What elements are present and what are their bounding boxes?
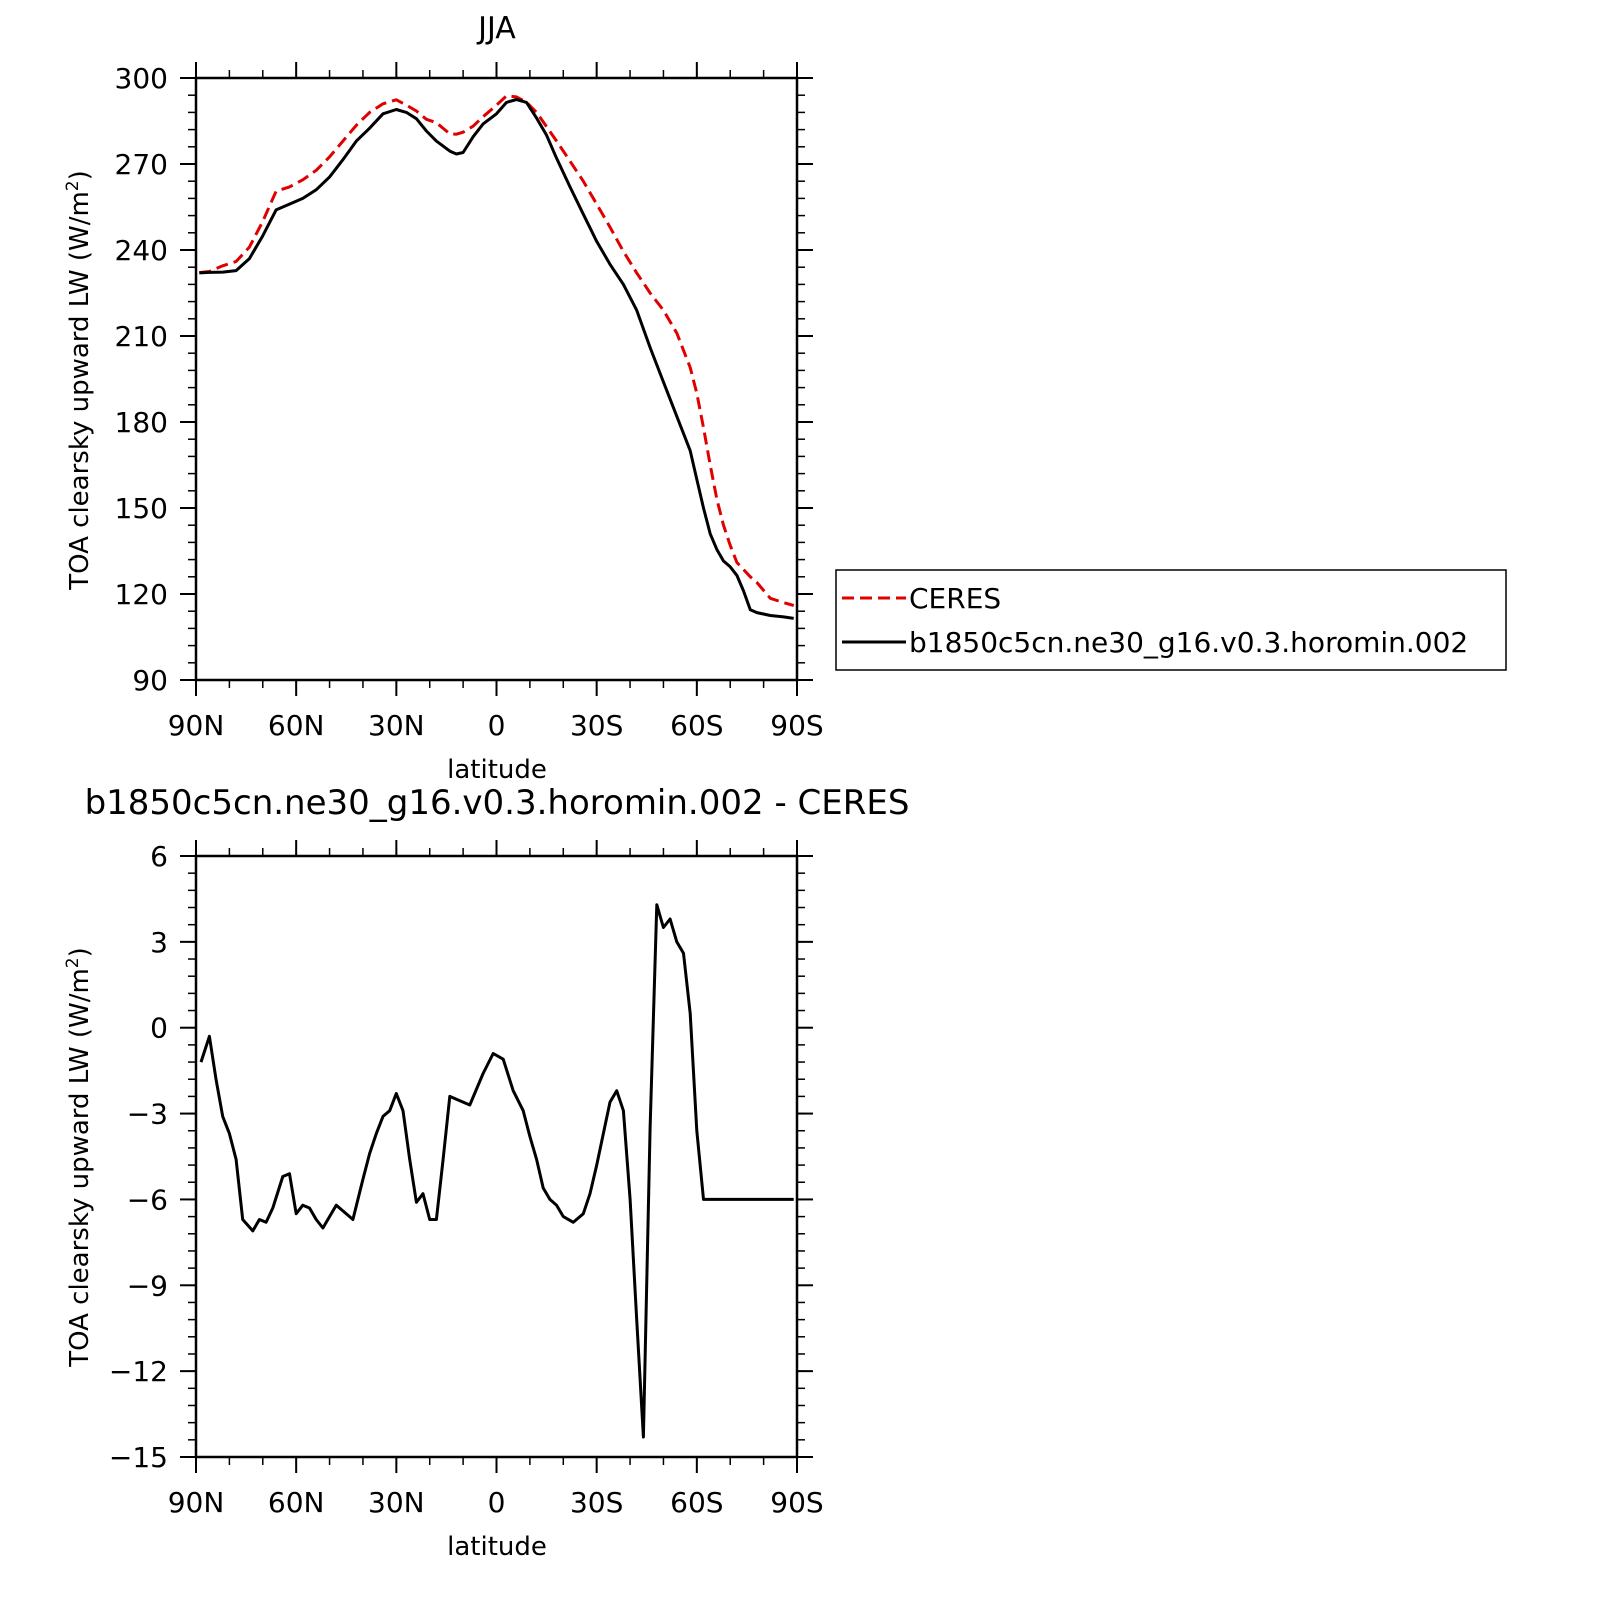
legend-entry-model: b1850c5cn.ne30_g16.v0.3.horomin.002 xyxy=(909,626,1468,659)
y-tick-label: −6 xyxy=(127,1183,168,1216)
x-tick-label: 30N xyxy=(368,709,425,742)
y-axis-label: TOA clearsky upward LW (W/m2) xyxy=(63,947,95,1368)
y-tick-label: −3 xyxy=(127,1098,168,1131)
x-tick-label: 60S xyxy=(670,709,723,742)
x-tick-label: 60N xyxy=(268,1486,325,1519)
y-axis-label-text: TOA clearsky upward LW (W/m xyxy=(65,191,95,591)
x-tick-label: 60S xyxy=(670,1486,723,1519)
chart-panel-bottom: b1850c5cn.ne30_g16.v0.3.horomin.002 - CE… xyxy=(63,783,909,1562)
y-axis-label-close: ) xyxy=(65,170,95,180)
chart-title: JJA xyxy=(476,11,516,46)
legend: CERES b1850c5cn.ne30_g16.v0.3.horomin.00… xyxy=(835,569,1507,671)
series-line-0 xyxy=(199,903,794,1439)
y-tick-label: 210 xyxy=(115,320,168,353)
x-tick-label: 0 xyxy=(488,1486,506,1519)
x-axis-label: latitude xyxy=(447,1532,547,1562)
y-axis-label-close: ) xyxy=(65,947,95,957)
y-tick-label: −12 xyxy=(109,1355,168,1388)
x-tick-label: 90S xyxy=(770,1486,823,1519)
x-tick-label: 90S xyxy=(770,709,823,742)
chart-panel-top: JJA 90N 60N 30N 0 30S 60S 90S 300 270 240 210 180 15… xyxy=(63,11,1507,785)
x-tick-label: 60N xyxy=(268,709,325,742)
x-tick-label: 30N xyxy=(368,1486,425,1519)
y-axis-label: TOA clearsky upward LW (W/m2) xyxy=(63,170,95,591)
y-axis-label-text: TOA clearsky upward LW (W/m xyxy=(65,968,95,1368)
y-tick-label: −9 xyxy=(127,1269,168,1302)
x-tick-label: 0 xyxy=(488,709,506,742)
y-axis-label-superscript: 2 xyxy=(63,180,83,191)
y-tick-label: 0 xyxy=(150,1012,168,1045)
chart-title: b1850c5cn.ne30_g16.v0.3.horomin.002 - CE… xyxy=(85,783,910,823)
series-line-0 xyxy=(199,94,795,607)
y-tick-label: 150 xyxy=(115,492,168,525)
x-tick-label: 30S xyxy=(570,709,623,742)
y-tick-label: 90 xyxy=(132,664,168,697)
y-tick-label: 120 xyxy=(115,578,168,611)
x-tick-label: 90N xyxy=(168,709,225,742)
y-tick-label: 270 xyxy=(115,148,168,181)
plot-area-bottom: 90N 60N 30N 0 30S 60S 90S 6 3 0 −3 −6 −9 −12 −15 xyxy=(109,840,824,1519)
x-tick-label: 90N xyxy=(168,1486,225,1519)
y-tick-label: 3 xyxy=(150,926,168,959)
plot-area-top: 90N 60N 30N 0 30S 60S 90S 300 270 240 210 180 150 120… xyxy=(115,62,824,742)
plot-frame xyxy=(194,854,799,1459)
legend-entry-ceres: CERES xyxy=(909,582,1001,615)
legend-box xyxy=(835,569,1507,671)
y-tick-label: −15 xyxy=(109,1441,168,1474)
y-axis-label-superscript: 2 xyxy=(63,957,83,968)
x-tick-label: 30S xyxy=(570,1486,623,1519)
y-tick-label: 300 xyxy=(115,62,168,95)
plot-frame xyxy=(194,76,799,682)
x-axis-label: latitude xyxy=(447,755,547,785)
y-tick-label: 180 xyxy=(115,406,168,439)
series-line-1 xyxy=(199,98,794,620)
y-tick-label: 240 xyxy=(115,234,168,267)
y-tick-label: 6 xyxy=(150,840,168,873)
